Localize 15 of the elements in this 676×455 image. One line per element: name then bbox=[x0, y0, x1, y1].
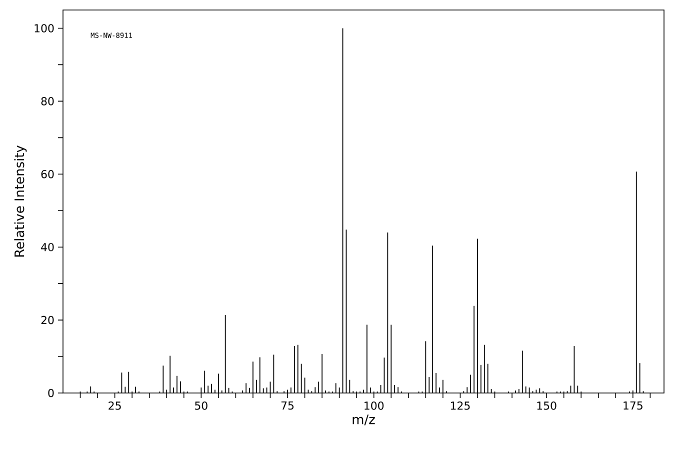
y-tick-label: 80 bbox=[41, 97, 54, 106]
y-axis-title: Relative Intensity bbox=[14, 146, 27, 257]
x-tick-label: 75 bbox=[281, 402, 294, 410]
y-tick-label: 60 bbox=[41, 170, 54, 178]
x-tick-label: 100 bbox=[364, 402, 384, 410]
y-tick-label: 0 bbox=[48, 388, 54, 398]
y-tick-label: 40 bbox=[41, 242, 54, 252]
x-tick-label: 50 bbox=[195, 402, 208, 410]
x-tick-label: 25 bbox=[108, 402, 121, 410]
x-tick-label: 175 bbox=[624, 402, 642, 410]
x-axis-title: m/z bbox=[352, 414, 375, 426]
x-tick-label: 150 bbox=[537, 402, 556, 410]
y-tick-label: 100 bbox=[34, 24, 54, 32]
y-tick-label: 20 bbox=[41, 316, 54, 324]
x-tick-label: 125 bbox=[450, 402, 470, 410]
